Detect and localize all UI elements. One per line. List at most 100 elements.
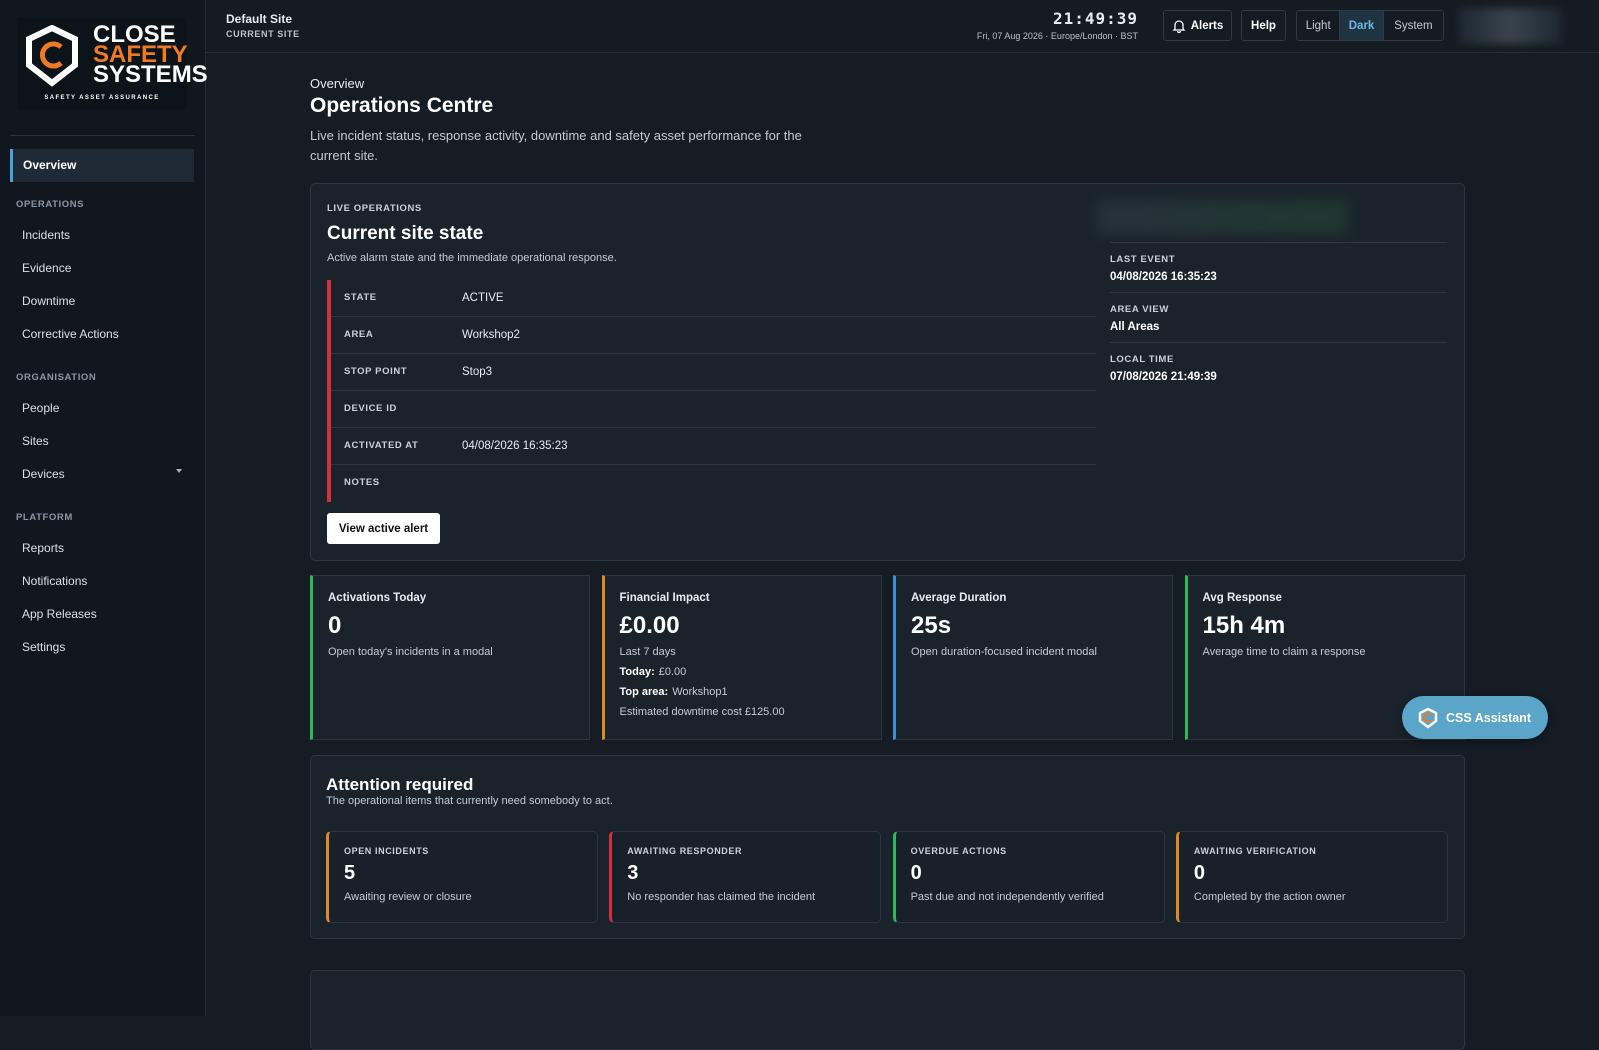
state-row: STOP POINT Stop3	[331, 354, 1096, 391]
kpi-card: Average Duration 25s Open duration-focused…	[893, 575, 1173, 740]
nav-item[interactable]: Corrective Actions	[22, 327, 119, 341]
row-value: Workshop2	[462, 329, 520, 341]
side-item: LOCAL TIME 07/08/2026 21:49:39	[1110, 342, 1447, 392]
status-badge	[1097, 200, 1347, 234]
kpi-title: Financial Impact	[619, 592, 710, 604]
card-subtitle: Active alarm state and the immediate ope…	[327, 252, 617, 264]
side-label: LAST EVENT	[1110, 254, 1176, 265]
user-menu[interactable]	[1458, 8, 1562, 44]
date: Fri, 07 Aug 2026 · Europe/London · BST	[976, 31, 1138, 41]
assistant-icon	[1418, 707, 1438, 729]
bell-icon	[1172, 19, 1186, 33]
card-title: Current site state	[327, 223, 484, 244]
row-label: DEVICE ID	[344, 403, 397, 414]
detail-label: Top area:	[619, 686, 669, 698]
topbar: Default Site CURRENT SITE 21:49:39 Fri, …	[206, 0, 1599, 53]
side-label: LOCAL TIME	[1110, 354, 1174, 365]
nav-item[interactable]: Notifications	[22, 574, 88, 588]
logo-text: CLOSE SAFETY SYSTEMS	[93, 23, 208, 87]
side-panel: LAST EVENT 04/08/2026 16:35:23 AREA VIEW Al…	[1110, 242, 1447, 392]
attention-label: AWAITING VERIFICATION	[1193, 846, 1317, 856]
divider	[10, 135, 195, 136]
detail-label: Today:	[619, 666, 655, 678]
nav-item[interactable]: Evidence	[22, 261, 72, 275]
kpi-note: Open duration-focused incident modal	[911, 646, 1097, 658]
state-row: AREA Workshop2	[331, 317, 1096, 354]
card-subtitle: The operational items that currently nee…	[326, 795, 613, 807]
attention-note: Past due and not independently verified	[910, 891, 1104, 903]
theme-option[interactable]: Dark	[1339, 11, 1383, 40]
kpi-note: Average time to claim a response	[1202, 646, 1366, 658]
theme-option[interactable]: System	[1382, 11, 1443, 40]
detail-value: Estimated downtime cost £125.00	[619, 706, 785, 718]
assistant-label: CSS Assistant	[1446, 710, 1531, 725]
attention-value: 0	[1193, 862, 1206, 884]
side-item: LAST EVENT 04/08/2026 16:35:23	[1110, 242, 1447, 292]
nav-item[interactable]: People	[22, 401, 60, 415]
sidebar: CLOSE SAFETY SYSTEMS SAFETY ASSET ASSURA…	[0, 0, 208, 1016]
kpi-detail: Estimated downtime cost £125.00	[620, 706, 866, 718]
attention-note: Completed by the action owner	[1193, 891, 1346, 903]
nav-item[interactable]: Reports	[22, 541, 65, 555]
theme-option[interactable]: Light	[1305, 19, 1331, 32]
kpi-note: Last 7 days	[619, 646, 676, 658]
row-value: Stop3	[462, 366, 493, 378]
detail-value: £0.00	[658, 666, 687, 678]
nav-heading: OPERATIONS	[16, 199, 85, 210]
area-filter-card	[310, 970, 1465, 1050]
breadcrumb: Overview	[310, 76, 365, 91]
logo-icon	[26, 25, 78, 87]
attention-value: 5	[344, 862, 356, 884]
row-label: AREA	[344, 329, 374, 340]
kpi-title: Avg Response	[1202, 592, 1282, 604]
attention-note: Awaiting review or closure	[344, 891, 472, 903]
attention-label: OVERDUE ACTIONS	[910, 846, 1007, 856]
kpi-note: Open today's incidents in a modal	[328, 646, 493, 658]
logo-tagline: SAFETY ASSET ASSURANCE	[44, 95, 160, 101]
nav-heading: PLATFORM	[16, 512, 73, 523]
attention-label: OPEN INCIDENTS	[344, 846, 429, 856]
side-value: 04/08/2026 16:35:23	[1110, 271, 1217, 283]
row-label: NOTES	[344, 477, 380, 488]
attention-item: OPEN INCIDENTS 5 Awaiting review or closur…	[326, 831, 598, 923]
assistant-button[interactable]: CSS Assistant	[1402, 696, 1548, 739]
row-label: ACTIVATED AT	[344, 440, 419, 451]
nav-item[interactable]: Incidents	[22, 228, 71, 242]
state-table: STATE ACTIVE AREA Workshop2 STOP POINT Stop3 D…	[327, 280, 1096, 502]
caret	[176, 469, 182, 473]
logo-line: SAFETY	[93, 41, 188, 68]
kpi-title: Activations Today	[328, 592, 427, 604]
theme-switch: Light Dark System	[1296, 10, 1444, 41]
nav-item-active[interactable]: Overview	[10, 149, 194, 182]
live-card: LIVE OPERATIONS Current site state Activ…	[310, 183, 1465, 561]
detail-value: Workshop1	[672, 686, 728, 698]
help-button[interactable]: Help	[1241, 10, 1286, 41]
kpi-value: 25s	[911, 612, 952, 639]
kpi-detail: Today: £0.00	[620, 666, 866, 678]
nav-item[interactable]: App Releases	[22, 607, 97, 621]
attention-value: 0	[910, 862, 922, 884]
nav-item[interactable]: Devices	[22, 467, 65, 481]
attention-item: AWAITING RESPONDER 3 No responder has clai…	[609, 831, 882, 923]
state-row: NOTES	[331, 465, 1096, 502]
side-value: 07/08/2026 21:49:39	[1110, 371, 1217, 383]
nav-item[interactable]: Settings	[22, 640, 66, 654]
nav-item[interactable]: Sites	[22, 434, 49, 448]
card-title: Attention required	[326, 775, 474, 794]
kpi-card: Financial Impact £0.00 Last 7 days Today: £0…	[601, 575, 882, 740]
attention-item: OVERDUE ACTIONS 0 Past due and not indepen…	[892, 831, 1165, 923]
state-row: DEVICE ID	[331, 391, 1096, 428]
view-alert-button[interactable]: View active alert	[327, 513, 440, 544]
state-row: ACTIVATED AT 04/08/2026 16:35:23	[331, 428, 1096, 465]
row-value: ACTIVE	[462, 292, 504, 304]
nav-item[interactable]: Downtime	[22, 294, 76, 308]
kpi-value: 0	[328, 612, 342, 639]
alerts-label: Alerts	[1190, 19, 1224, 32]
row-label: STOP POINT	[344, 366, 408, 377]
site-name[interactable]: Default Site	[226, 12, 293, 26]
row-label: STATE	[344, 292, 377, 303]
clock: 21:49:39	[1052, 9, 1138, 28]
nav-heading: ORGANISATION	[16, 372, 97, 383]
alerts-button[interactable]: Alerts	[1163, 10, 1232, 41]
